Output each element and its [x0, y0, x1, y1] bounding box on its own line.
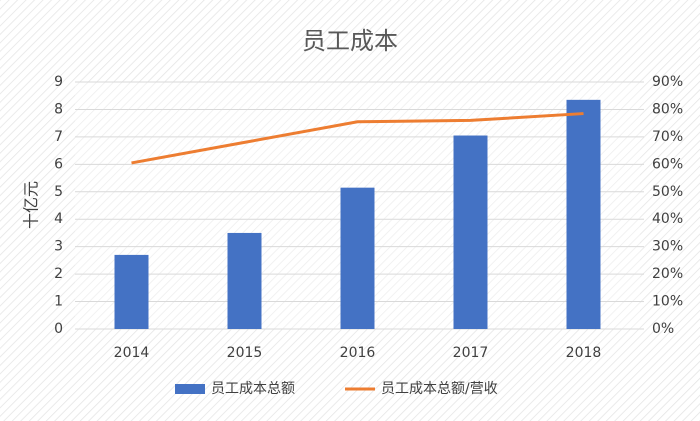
y2-tick-label: 10%: [652, 294, 683, 310]
y2-tick-label: 20%: [652, 266, 683, 282]
y-tick-label: 6: [54, 156, 63, 172]
legend-label: 员工成本总额/营收: [381, 381, 498, 397]
bar: [114, 254, 149, 329]
x-tick-label: 2015: [227, 345, 263, 361]
y2-tick-label: 30%: [652, 239, 683, 255]
x-tick-label: 2016: [340, 345, 376, 361]
y-tick-label: 9: [54, 74, 63, 90]
bar: [566, 99, 601, 329]
y-tick-label: 8: [54, 101, 63, 117]
y2-tick-label: 90%: [652, 74, 683, 90]
x-tick-label: 2017: [453, 345, 489, 361]
y2-tick-label: 40%: [652, 211, 683, 227]
x-tick-label: 2014: [114, 345, 150, 361]
x-tick-label: 2018: [566, 345, 602, 361]
legend-label: 员工成本总额: [211, 381, 295, 397]
bar: [453, 135, 488, 329]
y2-tick-label: 0%: [652, 321, 674, 337]
line: [131, 112, 584, 165]
y-tick-label: 5: [54, 184, 63, 200]
y2-tick-label: 60%: [652, 156, 683, 172]
y-tick-label: 2: [54, 266, 63, 282]
y-tick-label: 4: [54, 211, 63, 227]
y2-tick-label: 50%: [652, 184, 683, 200]
y2-tick-label: 80%: [652, 101, 683, 117]
legend-swatch: [175, 384, 205, 394]
bar: [340, 187, 375, 329]
chart-title: 员工成本: [302, 27, 398, 55]
y-axis-label: 十亿元: [22, 181, 41, 229]
y-tick-label: 7: [54, 129, 63, 145]
bar: [227, 232, 262, 329]
y-tick-label: 1: [54, 294, 63, 310]
y-tick-label: 0: [54, 321, 63, 337]
y2-tick-label: 70%: [652, 129, 683, 145]
y-tick-label: 3: [54, 239, 63, 255]
